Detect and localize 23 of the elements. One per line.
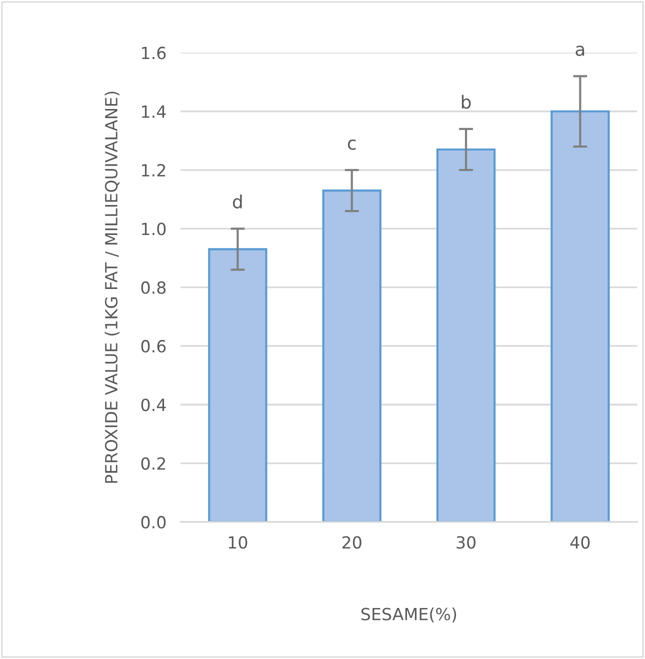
- y-tick-label: 0.4: [141, 398, 166, 412]
- y-tick-label: 1.0: [142, 222, 166, 236]
- x-tick-label: 20: [342, 536, 362, 549]
- y-tick-label: 0.6: [141, 340, 166, 353]
- y-tick-label: 0.2: [141, 457, 166, 470]
- x-tick-label: 30: [456, 536, 476, 549]
- y-tick-label: 0.8: [141, 281, 166, 294]
- y-tick-label: 1.2: [142, 164, 166, 176]
- y-axis-title: PEROXIDE VALUE (1KG FAT / MILLIEQUIVALANE): [104, 92, 120, 483]
- y-tick-label: 0.0: [141, 516, 166, 528]
- annotation: b: [462, 94, 471, 109]
- x-tick-label: 10: [228, 536, 248, 549]
- bar: [208, 248, 268, 522]
- x-axis-title: SESAME(%): [361, 608, 456, 622]
- bar: [550, 110, 610, 522]
- y-tick-label: 1.6: [142, 46, 166, 60]
- bar: [436, 148, 496, 522]
- annotation: d: [232, 194, 242, 209]
- bar: [322, 190, 382, 522]
- x-tick-label: 40: [570, 536, 590, 549]
- y-tick-label: 1.4: [142, 106, 166, 118]
- annotation: c: [348, 139, 356, 150]
- annotation: a: [576, 46, 584, 56]
